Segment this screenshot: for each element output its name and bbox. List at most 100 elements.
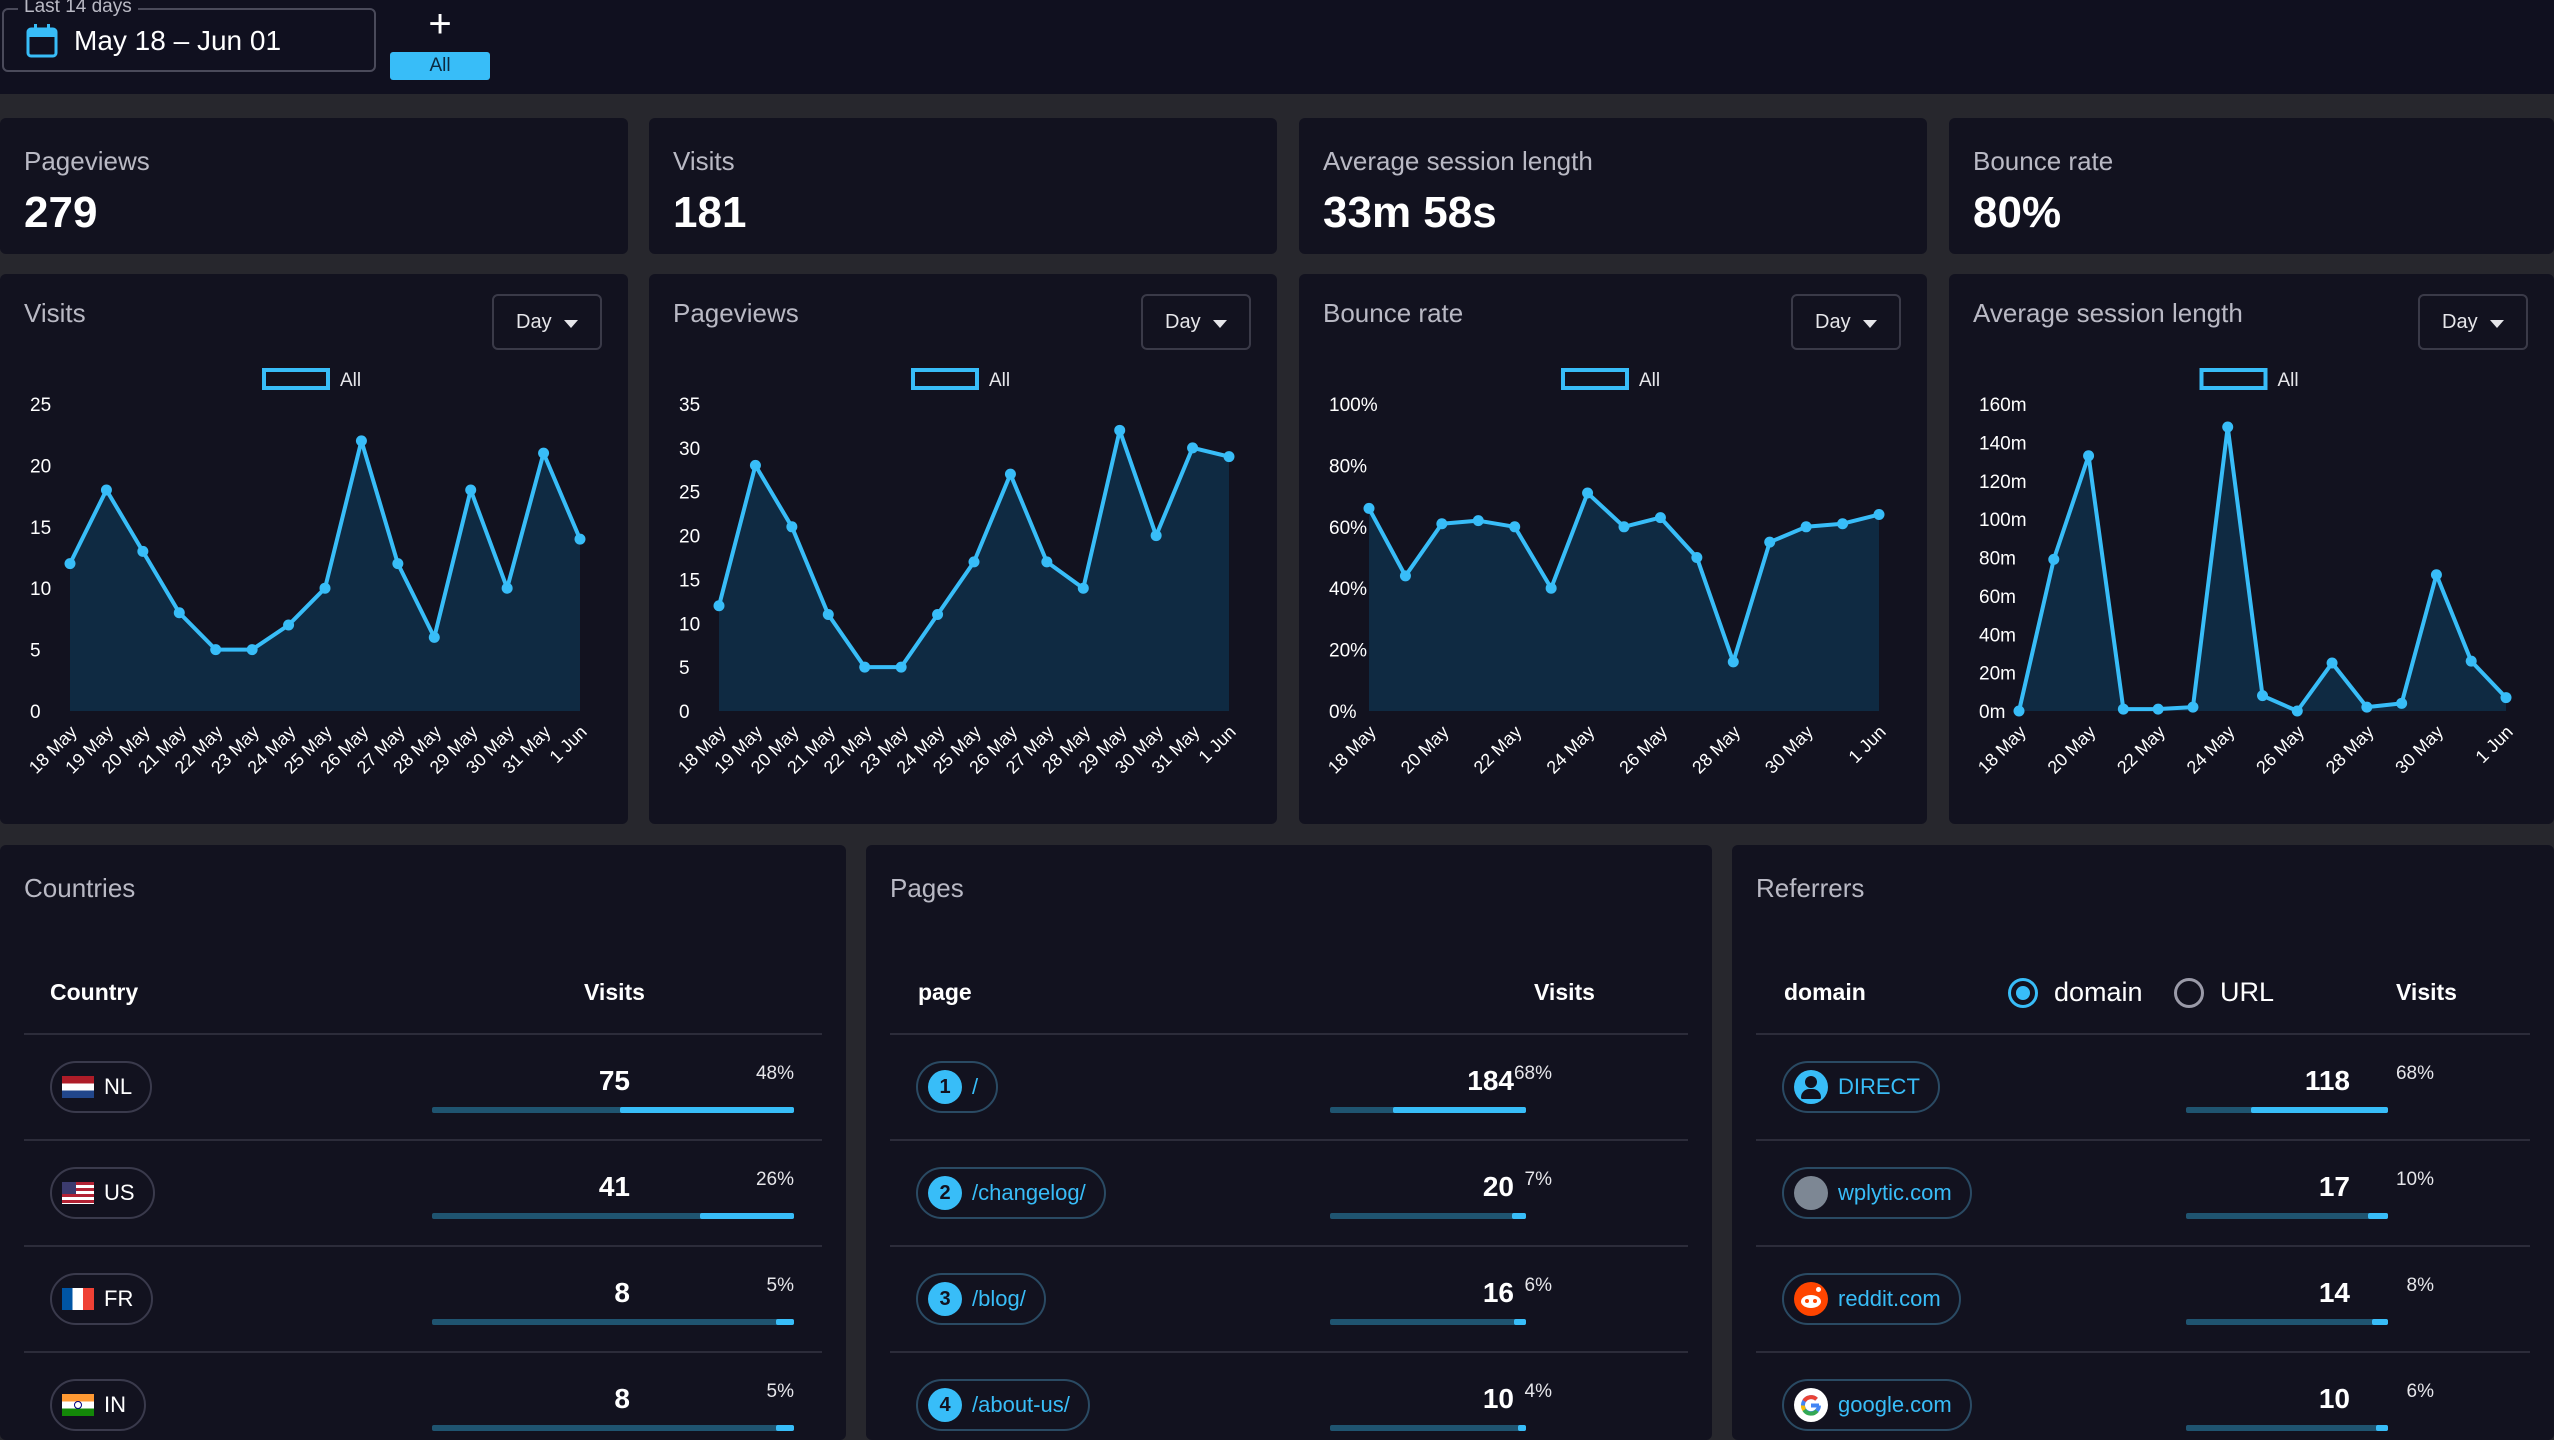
data-point[interactable] — [1764, 536, 1776, 548]
table-row[interactable]: US 41 26% — [24, 1141, 822, 1247]
legend-swatch[interactable] — [1561, 368, 1629, 390]
radio-url[interactable]: URL — [2174, 977, 2274, 1008]
data-point[interactable] — [1436, 518, 1448, 530]
referrer-chip[interactable]: google.com — [1782, 1379, 1972, 1431]
panel-title: Countries — [24, 873, 136, 903]
interval-dropdown[interactable]: Day — [492, 294, 602, 350]
data-point[interactable] — [137, 545, 149, 557]
country-chip[interactable]: IN — [50, 1379, 146, 1431]
page-chip[interactable]: 3 /blog/ — [916, 1273, 1046, 1325]
page-chip[interactable]: 4 /about-us/ — [916, 1379, 1090, 1431]
referrer-chip[interactable]: wplytic.com — [1782, 1167, 1972, 1219]
data-point[interactable] — [2361, 701, 2373, 713]
date-range-picker[interactable]: Last 14 days May 18 – Jun 01 — [2, 0, 376, 72]
data-point[interactable] — [822, 609, 834, 621]
data-point[interactable] — [1800, 521, 1812, 533]
data-point[interactable] — [2117, 703, 2129, 715]
data-point[interactable] — [713, 600, 725, 612]
data-point[interactable] — [1399, 570, 1411, 582]
data-point[interactable] — [319, 582, 331, 594]
data-point[interactable] — [1582, 487, 1594, 499]
data-point[interactable] — [2187, 701, 2199, 713]
data-point[interactable] — [1004, 468, 1016, 480]
data-point[interactable] — [501, 582, 513, 594]
data-point[interactable] — [1187, 442, 1199, 454]
data-point[interactable] — [2326, 657, 2338, 669]
add-filter-button[interactable]: + — [428, 2, 452, 46]
data-point[interactable] — [968, 556, 980, 568]
data-point[interactable] — [1545, 582, 1557, 594]
data-point[interactable] — [2048, 553, 2060, 565]
interval-dropdown[interactable]: Day — [1141, 294, 1251, 350]
page-chip[interactable]: 2 /changelog/ — [916, 1167, 1106, 1219]
data-point[interactable] — [2291, 705, 2303, 717]
data-point[interactable] — [574, 533, 586, 545]
country-chip[interactable]: FR — [50, 1273, 154, 1325]
data-point[interactable] — [1654, 512, 1666, 524]
table-row[interactable]: reddit.com 14 8% — [1756, 1247, 2530, 1353]
data-point[interactable] — [210, 644, 222, 656]
data-point[interactable] — [1837, 518, 1849, 530]
radio-domain[interactable]: domain — [2008, 977, 2143, 1008]
table-row[interactable]: 2 /changelog/ 20 7% — [890, 1141, 1688, 1247]
data-point[interactable] — [1873, 509, 1885, 521]
data-point[interactable] — [2083, 450, 2095, 462]
data-point[interactable] — [100, 484, 112, 496]
data-point[interactable] — [538, 447, 550, 459]
data-point[interactable] — [2013, 705, 2025, 717]
legend-swatch[interactable] — [911, 368, 979, 390]
data-point[interactable] — [749, 459, 761, 471]
data-point[interactable] — [2152, 703, 2164, 715]
country-chip[interactable]: US — [50, 1167, 155, 1219]
table-row[interactable]: NL 75 48% — [24, 1035, 822, 1141]
data-point[interactable] — [1114, 424, 1126, 436]
legend-swatch[interactable] — [262, 368, 330, 390]
progress-fill — [2375, 1425, 2388, 1431]
data-point[interactable] — [895, 661, 907, 673]
data-point[interactable] — [2257, 690, 2268, 702]
filter-chip-all[interactable]: All — [390, 52, 490, 80]
table-row[interactable]: FR 8 5% — [24, 1247, 822, 1353]
data-point[interactable] — [64, 558, 76, 570]
table-row[interactable]: google.com 10 6% — [1756, 1353, 2530, 1440]
data-point[interactable] — [1618, 521, 1630, 533]
data-point[interactable] — [2465, 655, 2477, 667]
row-percent: 5% — [766, 1275, 794, 1296]
page-chip[interactable]: 1 / — [916, 1061, 999, 1113]
table-row[interactable]: DIRECT 118 68% — [1756, 1035, 2530, 1141]
data-point[interactable] — [786, 521, 798, 533]
data-point[interactable] — [173, 607, 185, 619]
referrer-chip[interactable]: DIRECT — [1782, 1061, 1940, 1113]
data-point[interactable] — [2396, 697, 2408, 709]
data-point[interactable] — [465, 484, 477, 496]
data-point[interactable] — [283, 619, 295, 631]
table-row[interactable]: IN 8 5% — [24, 1353, 822, 1440]
legend-swatch[interactable] — [2199, 368, 2268, 390]
data-point[interactable] — [1691, 552, 1703, 563]
data-point[interactable] — [1041, 556, 1053, 568]
data-point[interactable] — [1077, 582, 1089, 594]
data-point[interactable] — [246, 644, 258, 656]
data-point[interactable] — [1150, 530, 1162, 542]
data-point[interactable] — [392, 558, 404, 570]
table-row[interactable]: wplytic.com 17 10% — [1756, 1141, 2530, 1247]
data-point[interactable] — [428, 631, 440, 643]
table-row[interactable]: 1 / 184 68% — [890, 1035, 1688, 1141]
data-point[interactable] — [932, 609, 944, 621]
data-point[interactable] — [1509, 521, 1521, 533]
interval-dropdown[interactable]: Day — [2418, 294, 2528, 350]
data-point[interactable] — [2500, 692, 2512, 704]
data-point[interactable] — [1363, 502, 1375, 514]
data-point[interactable] — [1472, 515, 1484, 527]
referrer-chip[interactable]: reddit.com — [1782, 1273, 1961, 1325]
data-point[interactable] — [1223, 451, 1235, 463]
data-point[interactable] — [2222, 421, 2234, 433]
table-row[interactable]: 4 /about-us/ 10 4% — [890, 1353, 1688, 1440]
country-chip[interactable]: NL — [50, 1061, 153, 1113]
interval-dropdown[interactable]: Day — [1791, 294, 1901, 350]
data-point[interactable] — [2430, 569, 2442, 581]
data-point[interactable] — [1727, 656, 1739, 668]
table-row[interactable]: 3 /blog/ 16 6% — [890, 1247, 1688, 1353]
data-point[interactable] — [355, 435, 367, 447]
data-point[interactable] — [859, 661, 871, 673]
